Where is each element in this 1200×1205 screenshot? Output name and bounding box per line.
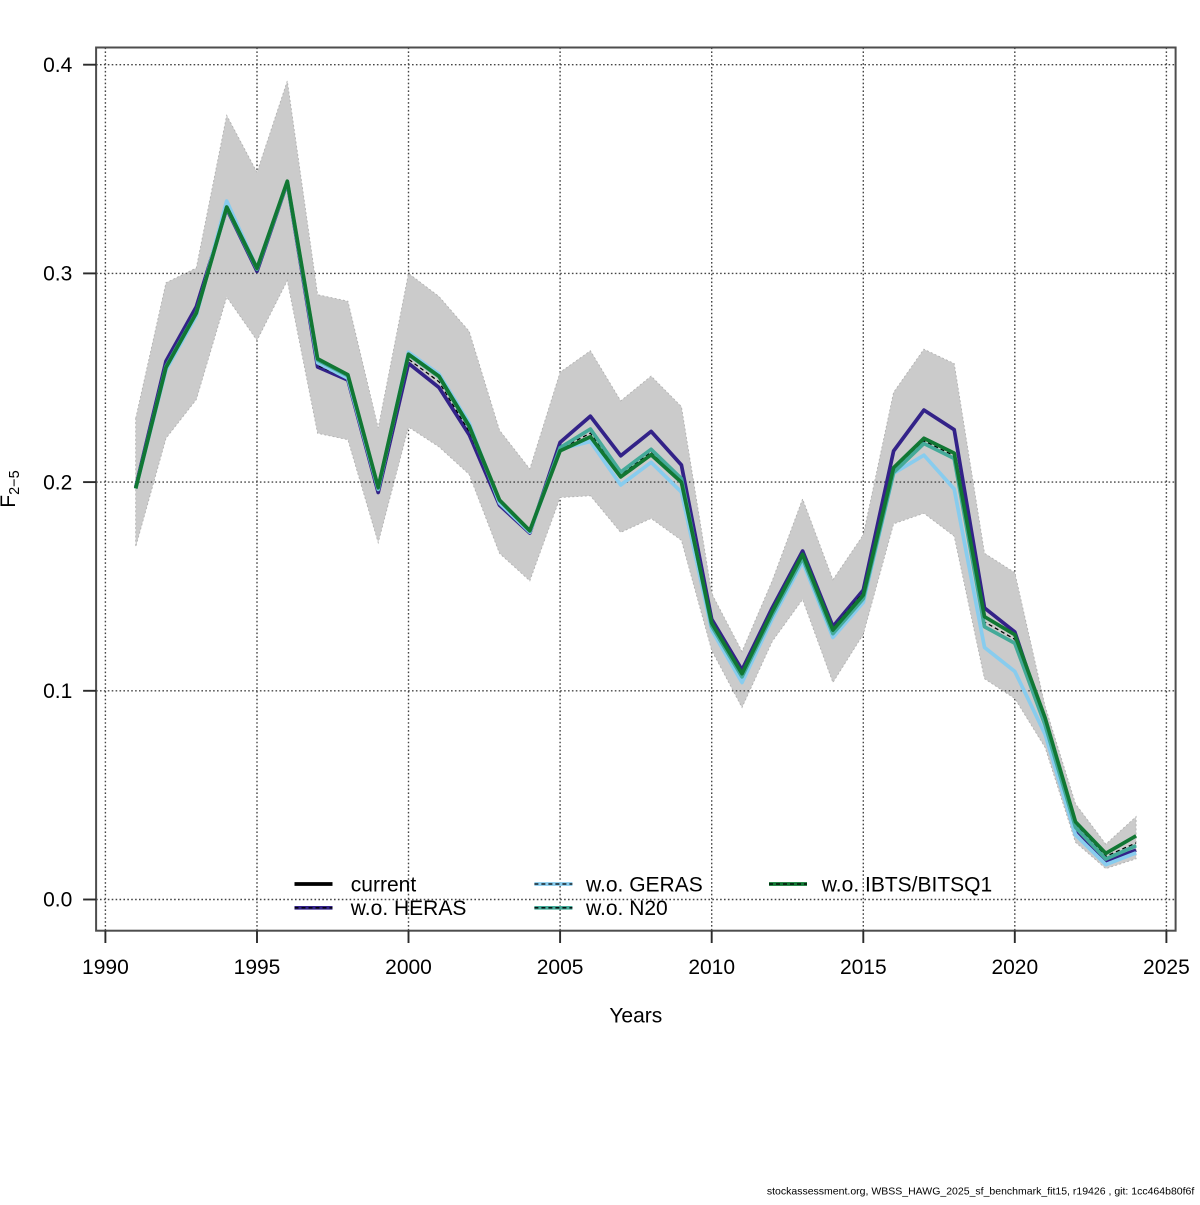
svg-text:1990: 1990	[82, 956, 129, 979]
svg-text:w.o. IBTS/BITSQ1: w.o. IBTS/BITSQ1	[821, 873, 992, 896]
svg-text:w.o. GERAS: w.o. GERAS	[585, 873, 703, 896]
svg-text:Years: Years	[609, 1004, 662, 1027]
svg-text:1995: 1995	[234, 956, 281, 979]
svg-text:current: current	[351, 873, 417, 896]
svg-text:2000: 2000	[385, 956, 432, 979]
svg-text:2020: 2020	[991, 956, 1038, 979]
svg-text:0.2: 0.2	[43, 471, 72, 494]
svg-text:2005: 2005	[537, 956, 584, 979]
svg-text:2025: 2025	[1143, 956, 1190, 979]
svg-text:w.o. N20: w.o. N20	[585, 897, 668, 920]
svg-text:0.3: 0.3	[43, 263, 72, 286]
svg-text:w.o. HERAS: w.o. HERAS	[350, 897, 467, 920]
svg-text:2010: 2010	[688, 956, 735, 979]
svg-text:0.4: 0.4	[43, 54, 73, 77]
svg-text:2015: 2015	[840, 956, 887, 979]
svg-text:0.1: 0.1	[43, 680, 72, 703]
svg-text:stockassessment.org, WBSS_HAWG: stockassessment.org, WBSS_HAWG_2025_sf_b…	[767, 1186, 1195, 1198]
svg-text:0.0: 0.0	[43, 889, 72, 912]
